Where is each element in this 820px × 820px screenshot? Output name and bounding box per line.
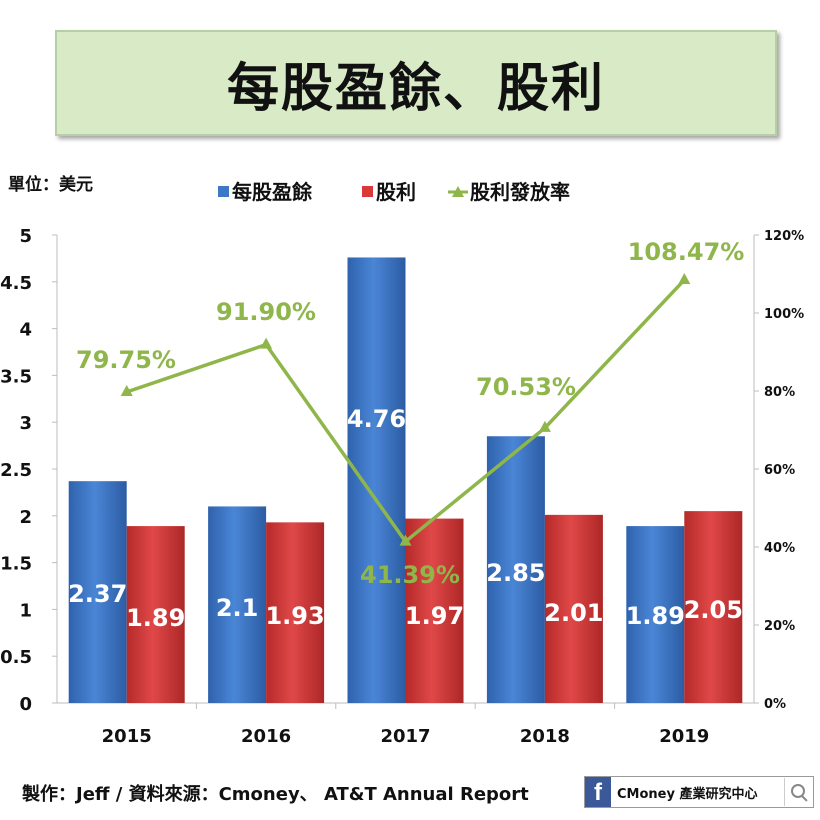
x-tick-label: 2018	[520, 726, 570, 747]
y-left-tick-label: 1.5	[0, 554, 32, 575]
legend-label-1: 每股盈餘	[232, 180, 313, 204]
y-left-tick-label: 4	[19, 320, 32, 341]
brand-name: CMoney 產業研究中心	[617, 786, 758, 802]
payout-marker-2018	[538, 420, 551, 432]
bar-eps-2018	[486, 436, 545, 703]
legend-triangle-marker	[452, 186, 464, 197]
eps-value-label: 2.85	[486, 559, 545, 587]
x-tick-label: 2016	[241, 726, 291, 747]
y-left-tick-label: 0	[19, 694, 32, 715]
payout-marker-2015	[120, 384, 133, 396]
x-tick-label: 2017	[380, 726, 430, 747]
dividend-value-label: 1.89	[126, 604, 185, 632]
y-left-tick-label: 3.5	[0, 366, 32, 387]
y-right-tick-label: 20%	[764, 619, 795, 634]
bar-dividend-2019	[684, 511, 743, 703]
bar-eps-2015	[68, 481, 127, 703]
bar-dividend-2015	[126, 526, 185, 703]
y-right-tick-label: 60%	[764, 463, 795, 478]
legend-label-3: 股利發放率	[470, 180, 570, 204]
y-left-tick-label: 0.5	[0, 647, 32, 668]
y-left-tick-label: 2	[19, 507, 32, 528]
legend-swatch-1	[218, 186, 229, 197]
y-right-tick-label: 120%	[764, 229, 804, 244]
dividend-value-label: 2.01	[544, 599, 603, 627]
y-right-tick-label: 80%	[764, 385, 795, 400]
eps-value-label: 2.1	[216, 594, 259, 622]
bar-eps-2016	[208, 506, 267, 703]
y-left-tick-label: 5	[19, 226, 32, 247]
bar-eps-2017	[347, 257, 406, 703]
y-right-tick-label: 0%	[764, 697, 786, 712]
dividend-value-label: 2.05	[684, 596, 743, 624]
dividend-value-label: 1.93	[265, 602, 324, 630]
unit-label: 單位：美元	[8, 174, 93, 195]
x-tick-label: 2019	[659, 726, 709, 747]
legend-swatch-2	[362, 186, 373, 197]
y-left-tick-label: 4.5	[0, 273, 32, 294]
x-tick-label: 2015	[102, 726, 152, 747]
legend-label-2: 股利	[376, 180, 416, 204]
eps-value-label: 4.76	[347, 405, 406, 433]
source-note: 製作：Jeff / 資料來源：Cmoney、 AT&T Annual Repor…	[22, 784, 529, 805]
payout-marker-2017	[399, 534, 412, 546]
payout-value-label: 91.90%	[216, 298, 316, 326]
bar-dividend-2016	[266, 522, 325, 703]
dividend-value-label: 1.97	[405, 602, 464, 630]
search-icon[interactable]	[784, 778, 813, 806]
payout-value-label: 70.53%	[476, 373, 576, 401]
bar-dividend-2017	[405, 518, 464, 703]
title-banner: 每股盈餘、股利	[55, 30, 777, 136]
payout-marker-2016	[260, 337, 273, 349]
eps-value-label: 2.37	[68, 580, 127, 608]
y-left-tick-label: 1	[19, 600, 32, 621]
brand-badge[interactable]: f CMoney 產業研究中心	[584, 776, 814, 808]
payout-value-label: 41.39%	[360, 561, 460, 589]
payout-marker-2019	[678, 272, 691, 284]
page-title: 每股盈餘、股利	[226, 58, 605, 119]
payout-value-label: 108.47%	[628, 238, 745, 266]
bar-dividend-2018	[544, 514, 603, 703]
bar-eps-2019	[626, 526, 685, 703]
payout-value-label: 79.75%	[76, 346, 176, 374]
eps-value-label: 1.89	[626, 602, 685, 630]
y-left-tick-label: 2.5	[0, 460, 32, 481]
facebook-icon: f	[585, 777, 611, 807]
y-right-tick-label: 40%	[764, 541, 795, 556]
y-right-tick-label: 100%	[764, 307, 804, 322]
y-left-tick-label: 3	[19, 413, 32, 434]
